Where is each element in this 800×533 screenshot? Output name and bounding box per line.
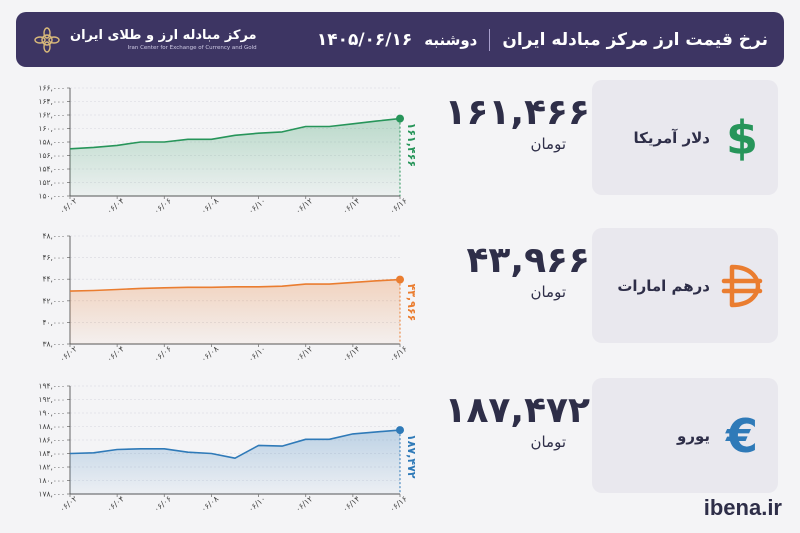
end-value-label: ۱۸۷,۴۷۲ <box>405 434 418 479</box>
y-tick-label: ۱۹۴,۰۰۰ <box>38 382 65 391</box>
y-tick-label: ۱۹۲,۰۰۰ <box>38 395 65 404</box>
eur-chart: ۱۷۸,۰۰۰ ۱۸۰,۰۰۰ ۱۸۲,۰۰۰ ۱۸۴,۰۰۰ ۱۸۶,۰۰۰ ۱۸۸,۰… <box>38 382 418 514</box>
aed-card: درهم امارات <box>592 228 778 343</box>
x-tick-label: ۰۶/۰۴ <box>105 344 126 364</box>
logo-title-en: Iran Center for Exchange of Currency and… <box>127 45 257 51</box>
x-tick-label: ۰۶/۰۸ <box>199 494 221 514</box>
series-line <box>69 278 401 292</box>
header-date: ۱۴۰۵/۰۶/۱۶ <box>316 29 413 50</box>
dirham-icon <box>721 264 763 307</box>
usd-unit: تومان <box>530 135 566 153</box>
y-tick-label: ۴۸,۰۰۰ <box>42 232 65 241</box>
x-tick-label: ۰۶/۱۶ <box>388 494 409 514</box>
x-tick-label: ۰۶/۱۰ <box>246 344 267 364</box>
usd-name: دلار آمریکا <box>633 128 710 147</box>
end-point <box>396 426 404 435</box>
x-tick-label: ۰۶/۱۴ <box>341 344 362 364</box>
eur-card: یورو € <box>592 378 778 493</box>
aed-unit: تومان <box>530 283 566 301</box>
end-value-label: ۱۶۱,۴۶۶ <box>405 123 418 167</box>
currency-row-usd: ۱۵۰,۰۰۰ ۱۵۲,۰۰۰ ۱۵۴,۰۰۰ ۱۵۶,۰۰۰ ۱۵۸,۰۰۰ ۱۶۰,۰… <box>0 80 800 220</box>
end-value-label: ۴۳,۹۶۶ <box>405 284 418 322</box>
usd-price: ۱۶۱,۴۶۶ <box>444 92 590 133</box>
series-area <box>70 118 400 196</box>
y-tick-label: ۱۸۰,۰۰۰ <box>38 476 65 485</box>
x-tick-label: ۰۶/۱۲ <box>294 344 315 364</box>
y-tick-label: ۱۸۲,۰۰۰ <box>38 463 65 472</box>
y-tick-label: ۱۸۶,۰۰۰ <box>38 436 65 445</box>
y-tick-label: ۱۸۸,۰۰۰ <box>38 422 65 431</box>
x-tick-label: ۰۶/۰۶ <box>152 344 173 364</box>
header-day: دوشنبه <box>424 30 478 49</box>
series-line <box>69 117 401 150</box>
x-tick-label: ۰۶/۱۴ <box>341 196 362 216</box>
y-tick-label: ۱۶۰,۰۰۰ <box>38 124 65 133</box>
end-point <box>396 114 404 123</box>
y-tick-label: ۴۴,۰۰۰ <box>42 275 65 284</box>
x-tick-label: ۰۶/۱۶ <box>388 344 409 364</box>
x-tick-label: ۰۶/۱۴ <box>341 494 362 514</box>
y-tick-label: ۴۶,۰۰۰ <box>42 253 65 262</box>
y-tick-label: ۴۲,۰۰۰ <box>42 296 65 305</box>
header-banner: مرکز مبادله ارز و طلای ایران Iran Center… <box>16 12 784 67</box>
x-tick-label: ۰۶/۰۸ <box>199 344 221 364</box>
x-tick-label: ۰۶/۱۶ <box>388 196 409 216</box>
eur-price-block: ۱۸۷,۴۷۲ تومان <box>430 390 590 451</box>
y-tick-label: ۱۷۸,۰۰۰ <box>38 490 65 499</box>
x-tick-label: ۰۶/۰۶ <box>152 196 173 216</box>
series-area <box>70 279 400 344</box>
x-tick-label: ۰۶/۰۶ <box>152 494 173 514</box>
series-area <box>70 430 400 494</box>
page-title: نرخ قیمت ارز مرکز مبادله ایران <box>502 29 768 50</box>
aed-name: درهم امارات <box>617 276 710 295</box>
y-tick-label: ۱۵۰,۰۰۰ <box>38 192 65 201</box>
eur-unit: تومان <box>530 433 566 451</box>
x-tick-label: ۰۶/۰۴ <box>105 196 126 216</box>
y-tick-label: ۴۰,۰۰۰ <box>42 318 65 327</box>
y-tick-label: ۱۶۴,۰۰۰ <box>38 97 65 106</box>
usd-price-block: ۱۶۱,۴۶۶ تومان <box>430 92 590 153</box>
eur-price: ۱۸۷,۴۷۲ <box>444 390 590 431</box>
aed-price: ۴۳,۹۶۶ <box>466 240 590 281</box>
x-tick-label: ۰۶/۱۲ <box>294 494 315 514</box>
y-tick-label: ۱۹۰,۰۰۰ <box>38 409 65 418</box>
dollar-icon: $ <box>725 110 758 165</box>
y-tick-label: ۱۶۲,۰۰۰ <box>38 111 65 120</box>
logo-icon <box>34 26 60 53</box>
aed-price-block: ۴۳,۹۶۶ تومان <box>430 240 590 301</box>
eur-name: یورو <box>677 426 710 445</box>
usd-chart: ۱۵۰,۰۰۰ ۱۵۲,۰۰۰ ۱۵۴,۰۰۰ ۱۵۶,۰۰۰ ۱۵۸,۰۰۰ ۱۶۰,۰… <box>38 84 418 216</box>
currency-row-aed: ۳۸,۰۰۰ ۴۰,۰۰۰ ۴۲,۰۰۰ ۴۴,۰۰۰ ۴۶,۰۰۰ ۴۸,۰۰۰ ۰۶/۰… <box>0 228 800 368</box>
logo-title-fa: مرکز مبادله ارز و طلای ایران <box>70 28 257 43</box>
end-point <box>396 275 404 284</box>
x-tick-label: ۰۶/۱۲ <box>294 196 315 216</box>
footer-brand: ibena.ir <box>703 495 782 520</box>
aed-chart: ۳۸,۰۰۰ ۴۰,۰۰۰ ۴۲,۰۰۰ ۴۴,۰۰۰ ۴۶,۰۰۰ ۴۸,۰۰۰ ۰۶/۰… <box>42 232 418 364</box>
x-tick-label: ۰۶/۱۰ <box>246 494 267 514</box>
y-tick-label: ۱۵۸,۰۰۰ <box>38 138 65 147</box>
y-tick-label: ۱۸۴,۰۰۰ <box>38 449 65 458</box>
x-tick-label: ۰۶/۰۸ <box>199 196 221 216</box>
euro-icon: € <box>725 408 758 463</box>
currency-row-eur: ۱۷۸,۰۰۰ ۱۸۰,۰۰۰ ۱۸۲,۰۰۰ ۱۸۴,۰۰۰ ۱۸۶,۰۰۰ ۱۸۸,۰… <box>0 378 800 518</box>
logo: مرکز مبادله ارز و طلای ایران Iran Center… <box>32 25 257 55</box>
y-tick-label: ۱۶۶,۰۰۰ <box>38 84 65 93</box>
x-tick-label: ۰۶/۰۴ <box>105 494 126 514</box>
y-tick-label: ۱۵۲,۰۰۰ <box>38 178 65 187</box>
y-tick-label: ۳۸,۰۰۰ <box>42 340 65 349</box>
usd-card: دلار آمریکا $ <box>592 80 778 195</box>
series-line <box>69 429 401 459</box>
x-tick-label: ۰۶/۱۰ <box>246 196 267 216</box>
y-tick-label: ۱۵۶,۰۰۰ <box>38 151 65 160</box>
y-tick-label: ۱۵۴,۰۰۰ <box>38 165 65 174</box>
header-divider <box>489 28 491 51</box>
